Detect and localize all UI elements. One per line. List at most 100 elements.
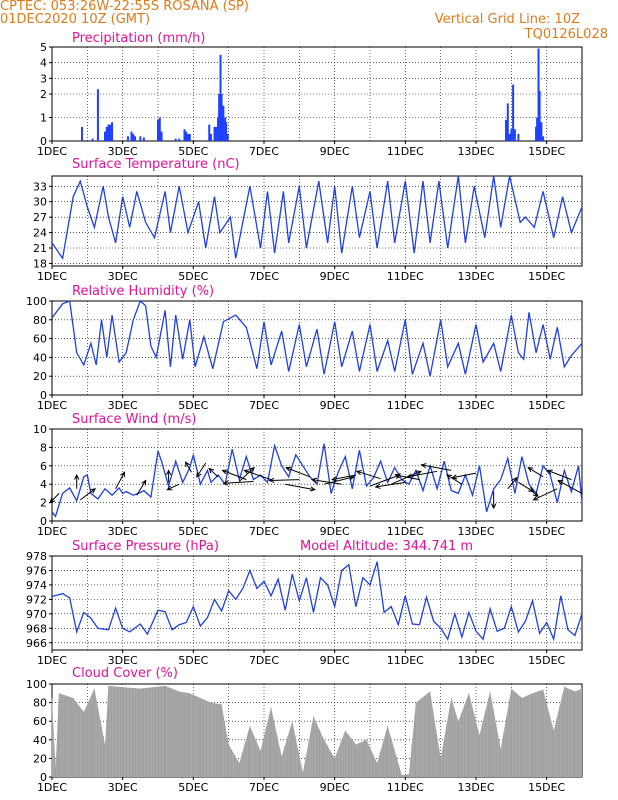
wind-arrow	[79, 488, 96, 501]
precip-bar	[188, 133, 191, 141]
panel-title: Relative Humidity (%)	[72, 284, 214, 299]
y-tick-label: 970	[26, 608, 47, 621]
x-tick-label: 15DEC	[528, 145, 565, 158]
x-tick-label: 3DEC	[108, 399, 138, 412]
y-tick-label: 2	[40, 497, 47, 510]
x-tick-label: 13DEC	[457, 145, 494, 158]
precip-bar	[517, 133, 520, 141]
y-tick-label: 5	[40, 41, 47, 54]
y-tick-label: 21	[33, 242, 47, 255]
y-tick-label: 80	[33, 314, 47, 327]
y-tick-label: 20	[33, 370, 47, 383]
series-line	[51, 175, 583, 260]
precip-bar	[219, 54, 222, 142]
precip-bar	[132, 133, 135, 141]
precip-bar	[81, 126, 84, 141]
wind-arrow	[323, 476, 354, 485]
x-tick-label: 3DEC	[108, 525, 138, 538]
cloud-cover-area	[52, 685, 582, 777]
y-tick-label: 40	[33, 351, 47, 364]
y-tick-label: 974	[26, 579, 47, 592]
wind-arrow-head	[451, 474, 458, 480]
panel-frame	[51, 175, 583, 267]
wind-arrow-head	[208, 467, 215, 474]
wind-arrow-head	[249, 466, 255, 473]
wind-arrow-head	[74, 473, 80, 480]
x-tick-label: 11DEC	[387, 781, 424, 794]
precip-bar	[157, 119, 159, 141]
wind-arrow-head	[420, 463, 427, 469]
y-tick-label: 40	[33, 734, 47, 747]
wind-arrow-head	[165, 469, 172, 476]
precip-bar	[130, 131, 133, 141]
wind-arrow-head	[355, 470, 362, 476]
x-tick-label: 7DEC	[249, 270, 279, 283]
x-tick-label: 7DEC	[249, 145, 279, 158]
x-tick-label: 11DEC	[387, 654, 424, 667]
wind-arrow-head	[527, 467, 534, 473]
panel-6: 0 20 40 60 80 100 1DEC 3DEC 5DEC 7DEC 9DEC 11DEC 13D…	[26, 666, 583, 794]
series-line	[51, 443, 583, 518]
x-tick-label: 11DEC	[387, 145, 424, 158]
precip-bar	[542, 136, 545, 141]
x-tick-label: 7DEC	[249, 399, 279, 412]
wind-arrow-head	[557, 479, 564, 485]
wind-arrow-head	[196, 471, 202, 478]
x-tick-label: 3DEC	[108, 781, 138, 794]
wind-arrow	[244, 469, 272, 481]
x-tick-label: 7DEC	[249, 525, 279, 538]
x-tick-label: 13DEC	[457, 525, 494, 538]
wind-arrow-head	[446, 474, 453, 480]
precip-bar	[96, 89, 99, 141]
wind-arrow-head	[546, 469, 553, 475]
precip-bar	[178, 138, 181, 141]
panel-title: Cloud Cover (%)	[72, 666, 178, 681]
wind-arrow-head	[166, 485, 173, 491]
precip-bar	[510, 129, 513, 141]
precip-bar	[217, 117, 220, 141]
precip-bar	[213, 126, 216, 141]
precip-bar	[109, 124, 112, 141]
y-tick-label: 1	[40, 112, 47, 125]
x-tick-label: 15DEC	[528, 270, 565, 283]
wind-arrow	[446, 474, 463, 485]
y-tick-label: 3	[40, 72, 47, 85]
wind-arrow-head	[309, 486, 317, 492]
x-tick-label: 1DEC	[37, 781, 67, 794]
panel-3: 0 20 40 60 80 100 1DEC 3DEC 5DEC 7DEC 9DEC 11DEC 13D…	[26, 284, 583, 412]
panel-title: Surface Temperature (nC)	[72, 157, 240, 172]
x-tick-label: 1DEC	[37, 145, 67, 158]
precip-bar	[126, 136, 129, 141]
y-tick-label: 968	[26, 622, 47, 635]
precip-bar	[537, 48, 540, 141]
x-tick-label: 13DEC	[457, 399, 494, 412]
precip-bar	[105, 126, 108, 141]
precip-bar	[107, 124, 110, 141]
x-tick-label: 9DEC	[320, 781, 350, 794]
precip-bar	[536, 117, 539, 141]
model-altitude: Model Altitude: 344.741 m	[300, 539, 473, 554]
precip-bar	[174, 138, 177, 141]
wind-arrow	[285, 483, 315, 491]
x-tick-label: 7DEC	[249, 781, 279, 794]
grid-note: Vertical Grid Line: 10Z	[434, 12, 580, 27]
x-tick-label: 11DEC	[387, 270, 424, 283]
x-tick-label: 13DEC	[457, 270, 494, 283]
precip-bar	[183, 129, 186, 141]
panel-title: Surface Pressure (hPa)	[72, 539, 219, 554]
panel-2: 18 21 24 27 30 33 1DEC 3DEC 5DEC 7DEC 9DEC 11DEC 13D…	[33, 157, 583, 283]
precip-bar	[224, 117, 227, 141]
y-tick-label: 30	[33, 196, 47, 209]
x-tick-label: 5DEC	[178, 399, 208, 412]
y-tick-label: 24	[33, 227, 47, 240]
precip-bar	[210, 133, 212, 141]
x-tick-label: 13DEC	[457, 781, 494, 794]
y-tick-label: 4	[40, 478, 47, 491]
wind-arrow	[167, 483, 180, 491]
wind-arrow	[421, 464, 452, 471]
wind-arrow	[528, 467, 544, 478]
precip-bar	[104, 131, 106, 141]
wind-arrow	[115, 472, 125, 490]
y-tick-label: 2	[40, 88, 47, 101]
x-tick-label: 3DEC	[108, 270, 138, 283]
